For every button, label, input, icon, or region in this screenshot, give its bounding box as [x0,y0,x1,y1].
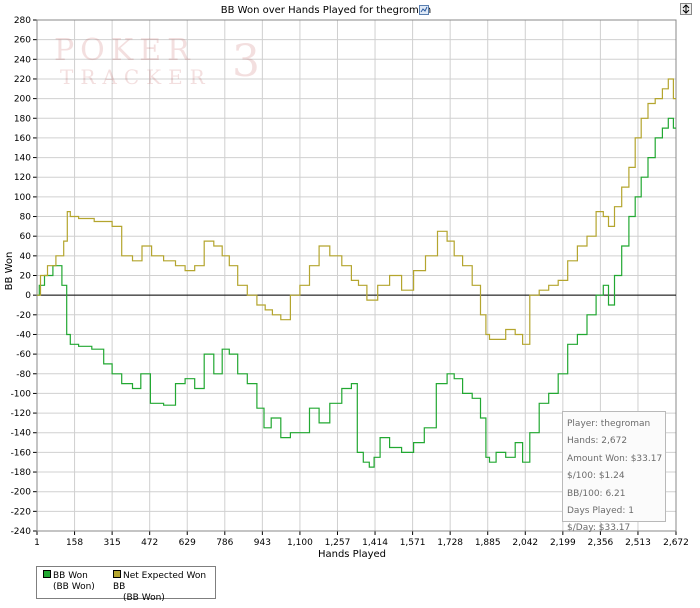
stat-amount-won: Amount Won: $33.17 [567,453,663,464]
y-tick-label: -200 [11,488,32,498]
logo-line-tracker: TRACKER [60,65,212,89]
legend-item-bb-won[interactable]: BB Won (BB Won) [43,570,95,593]
y-tick-label: 0 [25,291,31,301]
stat-dollars-per-day: $/Day: $33.17 [567,523,631,534]
y-tick-label: -40 [16,330,31,340]
y-tick-label: 140 [14,154,31,164]
x-tick-label: 158 [66,538,83,548]
stat-dollars-per-100: $/100: $1.24 [567,471,625,482]
axes [33,19,677,535]
x-tick-label: 315 [104,538,121,548]
stat-days-played: Days Played: 1 [567,506,634,517]
y-tick-label: 260 [14,36,31,46]
y-tick-label: -60 [16,350,31,360]
y-tick-label: 100 [14,193,31,203]
stats-tooltip: Player: thegroman Hands: 2,672 Amount Wo… [562,411,666,533]
chart-properties-icon[interactable] [419,5,429,15]
series-line-bb-won [37,117,676,468]
legend-swatch-net-expected [113,570,121,578]
poker-tracker-logo: POKER TRACKER 3 [54,33,260,89]
x-tick-label: 1,571 [400,538,426,548]
x-tick-label: 1,100 [287,538,313,548]
y-tick-label: -80 [16,370,31,380]
x-tick-label: 943 [254,538,271,548]
y-tick-label: 200 [14,95,31,105]
y-tick-label: -140 [11,429,32,439]
y-tick-label: 220 [14,75,31,85]
x-tick-label: 1,414 [362,538,388,548]
y-tick-label: -120 [11,409,32,419]
x-tick-label: 2,356 [588,538,614,548]
legend-sub-net-expected: (BB Won) [123,593,165,603]
y-tick-label: -160 [11,448,32,458]
y-tick-label: -220 [11,507,32,517]
y-tick-label: -100 [11,389,32,399]
x-tick-label: 629 [179,538,196,548]
y-tick-label: -20 [16,311,31,321]
x-axis-label: Hands Played [318,549,386,560]
x-tick-label: 1,728 [437,538,463,548]
x-tick-label: 2,513 [625,538,651,548]
y-tick-label: 120 [14,173,31,183]
x-tick-label: 2,672 [663,538,689,548]
y-tick-label: 180 [14,114,31,124]
chart-properties-glyph [420,6,428,13]
x-tick-label: 1 [34,538,40,548]
stat-player: Player: thegroman [567,419,651,429]
y-tick-label: 80 [20,213,32,223]
x-tick-label: 2,042 [512,538,538,548]
y-axis-label: BB Won [4,252,15,291]
y-tick-label: 20 [20,272,32,282]
plot-frame [36,19,677,532]
x-tick-label: 1,885 [475,538,501,548]
legend-sub-bb-won: (BB Won) [53,582,95,592]
legend-label-net-expected: Net Expected Won BB [113,571,207,592]
stat-hands: Hands: 2,672 [567,436,628,447]
legend: BB Won (BB Won) Net Expected Won BB (BB … [36,566,216,603]
y-tick-label: 280 [14,16,31,26]
legend-swatch-bb-won [43,570,51,578]
x-tick-label: 472 [141,538,158,548]
y-tick-label: 160 [14,134,31,144]
scroll-arrows-glyph [682,4,690,14]
legend-label-bb-won: BB Won [53,571,88,581]
series [37,78,676,468]
x-tick-label: 786 [216,538,233,548]
tick-labels: -240-220-200-180-160-140-120-100-80-60-4… [11,16,689,548]
x-tick-label: 1,257 [325,538,351,548]
y-tick-label: 240 [14,55,31,65]
logo-line-poker: POKER [54,33,196,68]
logo-mark: 3 [232,36,260,87]
scroll-arrows-icon[interactable] [680,3,692,15]
y-tick-label: 40 [20,252,32,262]
series-line-net-expected-won-bb [37,78,676,345]
y-tick-label: 60 [20,232,32,242]
y-tick-label: -240 [11,527,32,537]
y-tick-label: -180 [11,468,32,478]
legend-item-net-expected[interactable]: Net Expected Won BB (BB Won) [113,570,215,604]
stat-bb-per-100: BB/100: 6.21 [567,488,626,499]
chart-title: BB Won over Hands Played for thegroman [221,5,431,16]
x-tick-label: 2,199 [550,538,576,548]
